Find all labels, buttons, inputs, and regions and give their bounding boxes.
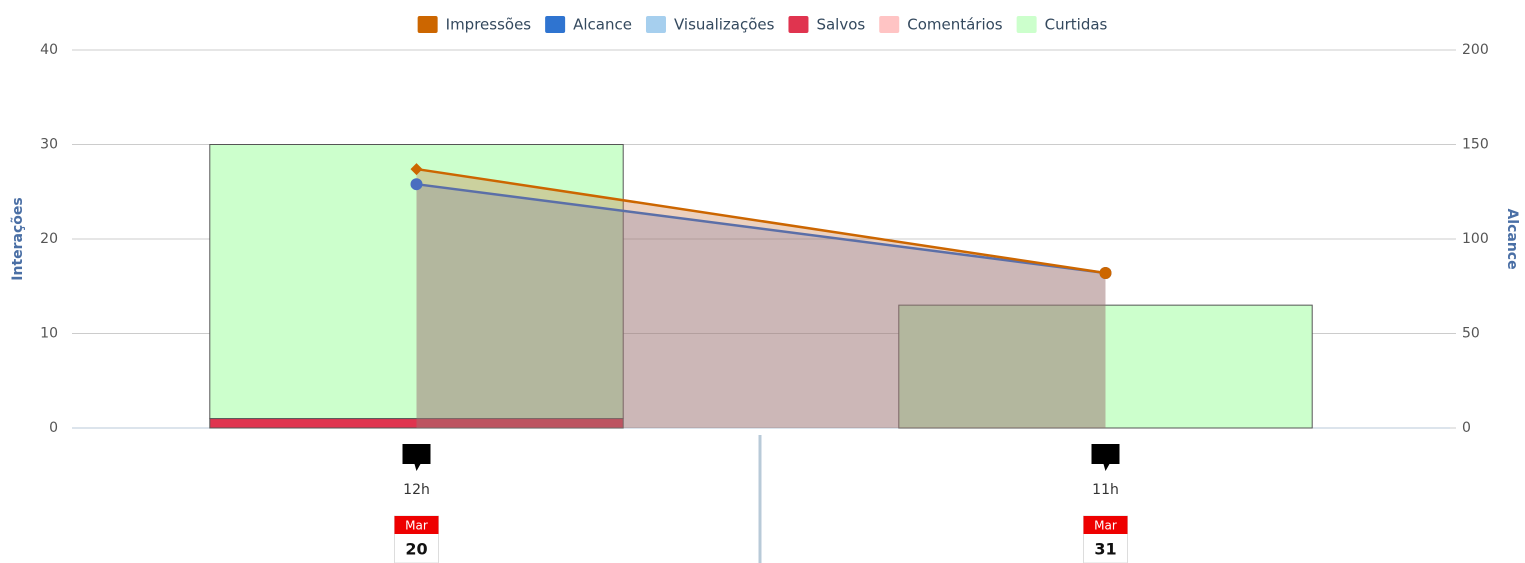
y2-tick-label: 50 bbox=[1462, 326, 1480, 342]
x-month-label: Mar bbox=[405, 519, 428, 533]
legend-swatch bbox=[545, 16, 566, 33]
comment-icon bbox=[402, 444, 431, 471]
x-time-label: 12h bbox=[403, 482, 430, 498]
y2-tick-label: 100 bbox=[1462, 231, 1489, 247]
legend-swatch bbox=[788, 16, 809, 33]
x-month-label: Mar bbox=[1094, 519, 1117, 533]
y2-tick-label: 0 bbox=[1462, 420, 1471, 436]
legend-swatch bbox=[645, 16, 666, 33]
legend-swatch bbox=[417, 16, 438, 33]
legend-swatch bbox=[879, 16, 900, 33]
calendar-top bbox=[394, 516, 439, 534]
legend-swatch bbox=[1016, 16, 1037, 33]
legend-label: Curtidas bbox=[1045, 16, 1108, 34]
x-time-label: 11h bbox=[1092, 482, 1119, 498]
line bbox=[416, 182, 1106, 275]
legend-label: Visualizações bbox=[674, 16, 775, 34]
legend-label: Alcance bbox=[573, 16, 632, 34]
comment-icon bbox=[1091, 444, 1120, 471]
line bbox=[416, 167, 1106, 275]
y-tick-label: 10 bbox=[40, 326, 58, 342]
area bbox=[416, 169, 1106, 428]
marker bbox=[410, 178, 423, 191]
y-axis-title: Interações bbox=[10, 197, 26, 280]
legend-label: Impressões bbox=[446, 16, 532, 34]
y2-axis-title: Alcance bbox=[1504, 208, 1520, 269]
x-tick-label: 20 bbox=[405, 540, 427, 559]
legend-label: Salvos bbox=[816, 16, 865, 34]
y2-tick-label: 200 bbox=[1462, 42, 1489, 58]
marker bbox=[1099, 267, 1112, 280]
y-tick-label: 30 bbox=[40, 137, 58, 153]
y2-tick-label: 150 bbox=[1462, 137, 1489, 153]
marker bbox=[410, 163, 423, 176]
column bbox=[898, 304, 1313, 429]
x-tick-label: 31 bbox=[1094, 540, 1116, 559]
y-tick-label: 20 bbox=[40, 231, 58, 247]
calendar-top bbox=[1083, 516, 1128, 534]
area bbox=[416, 184, 1106, 428]
legend-label: Comentários bbox=[907, 16, 1003, 34]
y-tick-label: 40 bbox=[40, 42, 58, 58]
y-tick-label: 0 bbox=[49, 420, 58, 436]
legend: Impressões Alcance Visualizações Salvos Come… bbox=[417, 16, 1108, 34]
